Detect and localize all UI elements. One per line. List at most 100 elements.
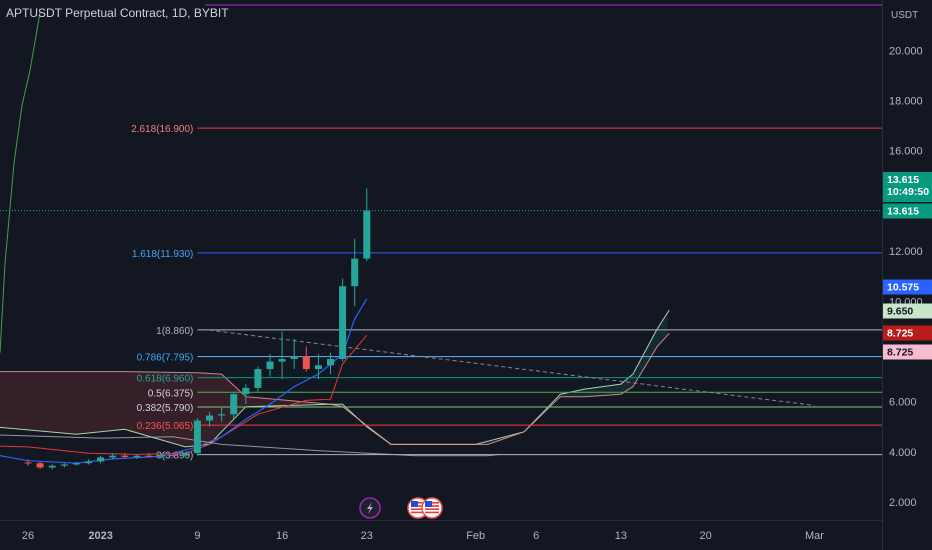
badge-bg bbox=[882, 325, 932, 341]
time-axis-tick: 26 bbox=[22, 530, 34, 542]
badge-text: 10.575 bbox=[887, 282, 919, 294]
candle-body-up bbox=[133, 455, 141, 457]
cloud-bearish-fill bbox=[357, 418, 476, 445]
candle-body-down bbox=[169, 454, 177, 456]
badge-text: 8.725 bbox=[887, 347, 913, 359]
fib-level-label: 1.618(11.930) bbox=[132, 249, 194, 260]
price-axis-tick: 12.000 bbox=[889, 246, 923, 258]
lagging-lower-line bbox=[0, 434, 500, 457]
cloud-bullish-fill bbox=[475, 312, 668, 445]
price-axis-divider bbox=[882, 0, 883, 550]
badge-text: 9.650 bbox=[887, 306, 913, 318]
fib-level-label: 0.786(7.795) bbox=[137, 353, 194, 364]
lightning-icon[interactable] bbox=[359, 497, 381, 519]
candle-body-up bbox=[351, 258, 359, 287]
span-a-badge: 9.650 bbox=[882, 303, 932, 319]
candle-body-up bbox=[97, 457, 105, 462]
time-axis-tick: Feb bbox=[466, 530, 485, 542]
price-axis-tick: 4.000 bbox=[889, 447, 917, 459]
price-axis-tick: 18.000 bbox=[889, 96, 923, 108]
candle-body-up bbox=[290, 356, 298, 360]
candle-body-down bbox=[36, 463, 44, 468]
flag-stripe bbox=[411, 508, 425, 510]
badge-bg bbox=[882, 303, 932, 319]
fib-level-label: 1(8.860) bbox=[156, 326, 193, 337]
candle-body-up bbox=[242, 387, 250, 395]
candle-body-up bbox=[266, 361, 274, 370]
candle-body-up bbox=[48, 465, 56, 468]
fib-level-label: 0.618(6.960) bbox=[137, 374, 194, 385]
kijun-badge: 10.575 bbox=[882, 279, 932, 295]
flag-stripe bbox=[425, 508, 439, 510]
price-badges: 13.61510:49:5013.61510.5759.6508.7258.72… bbox=[882, 172, 932, 360]
time-axis-tick: Mar bbox=[805, 530, 824, 542]
fib-level-label: 2.618(16.900) bbox=[131, 124, 193, 135]
cloud-bullish-fill bbox=[329, 404, 358, 419]
candle-body-up bbox=[314, 365, 322, 370]
price-axis-tick: 20.000 bbox=[889, 45, 923, 57]
candle-body-up bbox=[72, 463, 80, 465]
badge-bg bbox=[882, 279, 932, 295]
time-axis-tick: 20 bbox=[699, 530, 711, 542]
dashed-trendline[interactable] bbox=[209, 329, 815, 406]
cloud-span-b-line bbox=[0, 332, 670, 445]
chikou-span-line bbox=[0, 12, 41, 353]
flag-stripe bbox=[425, 511, 439, 514]
badge-bg bbox=[882, 344, 932, 360]
fib-level-label: 0.236(5.065) bbox=[137, 421, 194, 432]
time-axis-tick: 13 bbox=[615, 530, 627, 542]
tenkan-badge: 13.615 bbox=[882, 203, 932, 219]
candle-body-up bbox=[339, 286, 347, 360]
time-axis-divider bbox=[0, 520, 882, 521]
badge-text: 8.725 bbox=[887, 328, 913, 340]
tenkan-sen-line bbox=[0, 298, 368, 464]
candle-body-up bbox=[206, 415, 213, 421]
ichimoku-cloud bbox=[0, 309, 670, 448]
flag-canton bbox=[425, 501, 432, 507]
time-axis-tick: 16 bbox=[276, 530, 288, 542]
lightning-glyph bbox=[367, 502, 373, 514]
candle-body-up bbox=[109, 455, 117, 458]
price-axis-currency: USDT bbox=[891, 10, 918, 21]
fib-level-label: 0.5(6.375) bbox=[148, 388, 194, 399]
span-b-badge: 8.725 bbox=[882, 344, 932, 360]
candle-body-up bbox=[60, 464, 68, 466]
span-b-top-badge: 8.725 bbox=[882, 325, 932, 341]
candle-body-down bbox=[24, 462, 32, 464]
fib-level-label: 0(3.890) bbox=[156, 451, 193, 462]
time-axis-tick: 6 bbox=[533, 530, 539, 542]
candlestick-series bbox=[24, 188, 371, 470]
candle-body-up bbox=[157, 454, 165, 457]
candle-body-down bbox=[121, 455, 129, 457]
time-axis-tick: 9 bbox=[194, 530, 200, 542]
time-axis-tick: 23 bbox=[361, 530, 373, 542]
flag-stripe bbox=[411, 511, 425, 514]
candle-body-up bbox=[327, 359, 334, 366]
price-axis-tick: 2.000 bbox=[889, 497, 917, 509]
candle-body-up bbox=[278, 359, 286, 362]
candle-body-up bbox=[181, 453, 189, 456]
cloud-bearish-fill bbox=[0, 371, 330, 447]
badge-text: 13.615 bbox=[887, 174, 919, 186]
candle-body-up bbox=[193, 420, 201, 454]
us-flag-icon[interactable] bbox=[421, 497, 443, 519]
candle-body-down bbox=[145, 455, 153, 457]
price-axis-tick: 16.000 bbox=[889, 146, 923, 158]
flag-canton bbox=[411, 501, 418, 507]
indicator-lines bbox=[0, 12, 500, 464]
candle-body-up bbox=[230, 394, 238, 415]
badge-bg bbox=[882, 172, 932, 202]
badge-text: 13.615 bbox=[887, 206, 919, 218]
event-markers[interactable] bbox=[359, 497, 443, 519]
badge-text: 10:49:50 bbox=[887, 186, 929, 198]
price-axis-tick: 6.000 bbox=[889, 397, 917, 409]
axes: USDT20.00018.00016.00012.00010.0006.0004… bbox=[22, 10, 923, 542]
time-axis-tick: 2023 bbox=[88, 530, 112, 542]
symbol-title[interactable]: APTUSDT Perpetual Contract, 1D, BYBIT bbox=[6, 6, 229, 20]
fibonacci-retracement[interactable]: 0(3.890) 0.236(5.065) 0.382(5.790) 0.5(6.37… bbox=[0, 4, 882, 462]
candle-body-up bbox=[85, 461, 92, 464]
candle-body-up bbox=[254, 369, 262, 388]
